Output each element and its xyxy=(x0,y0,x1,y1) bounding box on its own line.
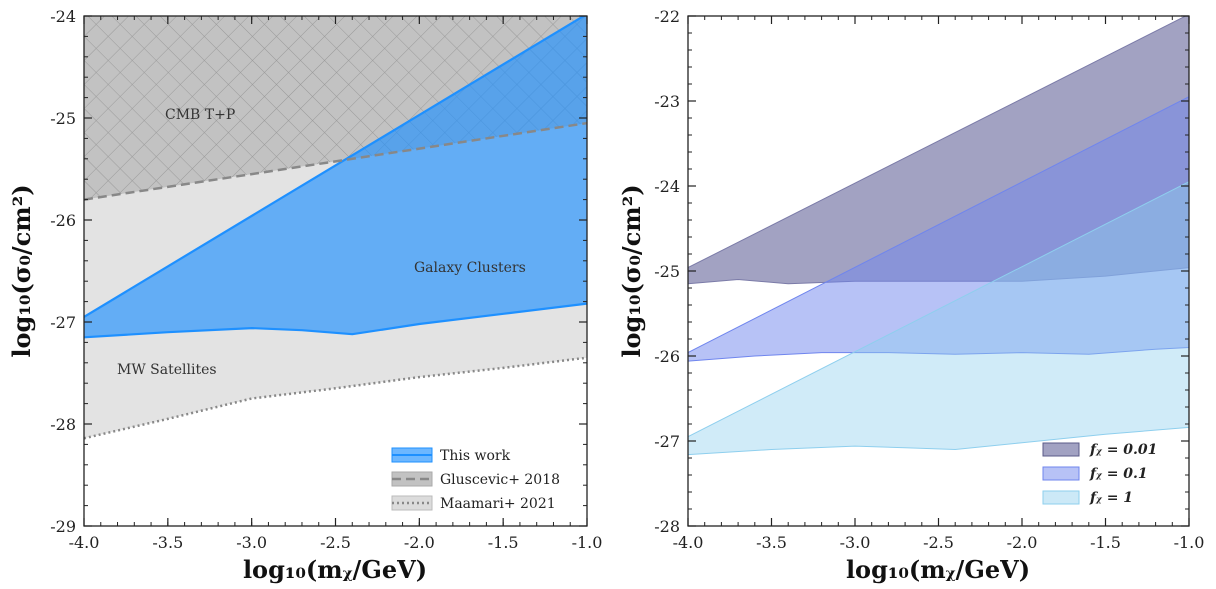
right-y-tick-label: -25 xyxy=(654,262,680,281)
right-x-tick-label: -1.0 xyxy=(1174,533,1205,552)
left-x-tick-label: -3.0 xyxy=(236,533,267,552)
right-y-tick-label: -28 xyxy=(654,517,680,536)
right-y-tick-label: -26 xyxy=(654,347,680,366)
right-panel: -4.0 -3.5 -3.0 -2.5 -2.0 -1.5 -1.0 -28 -27 -26 -25… xyxy=(617,7,1204,584)
right-x-tick-label: -4.0 xyxy=(673,533,704,552)
right-y-axis-title: log₁₀(σ₀/cm²) xyxy=(617,184,646,357)
right-y-tick-label: -27 xyxy=(654,432,680,451)
left-y-tick-label: -28 xyxy=(50,415,76,434)
right-y-tick-label: -23 xyxy=(654,92,680,111)
right-x-tick-label: -2.5 xyxy=(923,533,954,552)
region-cmb xyxy=(84,16,587,200)
right-x-tick-label: -3.0 xyxy=(840,533,871,552)
right-y-tick-label: -22 xyxy=(654,7,680,26)
left-y-tick-label: -27 xyxy=(50,313,76,332)
band-f1 xyxy=(688,181,1189,456)
region-label-clusters: Galaxy Clusters xyxy=(414,260,526,276)
left-x-tick-label: -2.5 xyxy=(320,533,351,552)
right-x-tick-label: -2.0 xyxy=(1007,533,1038,552)
left-y-tick-label: -29 xyxy=(50,517,76,536)
legend-swatch-f001 xyxy=(1042,442,1080,457)
legend-label-this-work: This work xyxy=(440,448,511,464)
line-maamari xyxy=(84,356,587,440)
legend-label-f1: fᵪ = 1 xyxy=(1089,490,1133,506)
right-x-tick-label: -3.5 xyxy=(756,533,787,552)
band-this-work-upper-edge xyxy=(84,16,586,318)
left-legend: This work Gluscevic+ 2018 Maamari+ 2021 xyxy=(391,447,560,512)
band-f01 xyxy=(688,96,1189,362)
left-y-tick-label: -25 xyxy=(50,109,76,128)
band-this-work-lower-edge xyxy=(84,302,587,339)
legend-swatch-f01 xyxy=(1042,466,1080,481)
left-panel: -4.0 -3.5 -3.0 -2.5 -2.0 -1.5 -1.0 -29 -28 -27 -26… xyxy=(7,7,602,584)
left-y-axis-title: log₁₀(σ₀/cm²) xyxy=(7,184,36,357)
left-x-tick-label: -1.0 xyxy=(572,533,603,552)
right-x-tick-label: -1.5 xyxy=(1090,533,1121,552)
right-y-tick-label: -24 xyxy=(654,177,680,196)
band-this-work xyxy=(84,16,587,338)
region-label-mw: MW Satellites xyxy=(117,362,217,378)
legend-label-f001: fᵪ = 0.01 xyxy=(1089,442,1157,458)
region-label-cmb: CMB T+P xyxy=(165,107,235,123)
left-x-tick-label: -1.5 xyxy=(488,533,519,552)
left-y-tick-label: -24 xyxy=(50,7,76,26)
left-x-tick-label: -2.0 xyxy=(404,533,435,552)
legend-swatch-f1 xyxy=(1042,490,1080,505)
left-x-tick-label: -3.5 xyxy=(152,533,183,552)
left-x-axis-title: log₁₀(mᵪ/GeV) xyxy=(243,555,427,584)
legend-label-f01: fᵪ = 0.1 xyxy=(1089,466,1148,482)
left-x-tick-label: -4.0 xyxy=(69,533,100,552)
left-y-tick-label: -26 xyxy=(50,211,76,230)
right-legend: fᵪ = 0.01 fᵪ = 0.1 fᵪ = 1 xyxy=(1042,442,1157,506)
right-x-axis-title: log₁₀(mᵪ/GeV) xyxy=(846,555,1030,584)
line-gluscevic xyxy=(84,121,587,201)
legend-label-maamari: Maamari+ 2021 xyxy=(440,496,556,512)
legend-label-gluscevic: Gluscevic+ 2018 xyxy=(440,472,560,488)
